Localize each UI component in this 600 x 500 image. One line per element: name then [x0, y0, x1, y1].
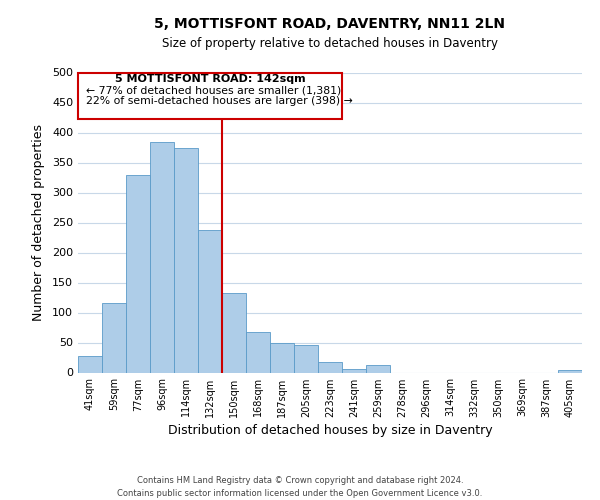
- Bar: [150, 142, 174, 372]
- Bar: [366, 364, 390, 372]
- Text: Size of property relative to detached houses in Daventry: Size of property relative to detached ho…: [162, 38, 498, 51]
- Bar: [270, 342, 294, 372]
- Bar: [222, 292, 246, 372]
- Bar: [126, 174, 150, 372]
- Bar: [78, 356, 102, 372]
- Bar: [102, 303, 126, 372]
- Bar: [558, 370, 582, 372]
- Text: ← 77% of detached houses are smaller (1,381): ← 77% of detached houses are smaller (1,…: [86, 85, 341, 95]
- Bar: [246, 332, 270, 372]
- Bar: [318, 362, 342, 372]
- X-axis label: Distribution of detached houses by size in Daventry: Distribution of detached houses by size …: [167, 424, 493, 436]
- Text: 22% of semi-detached houses are larger (398) →: 22% of semi-detached houses are larger (…: [86, 96, 352, 106]
- Text: 5, MOTTISFONT ROAD, DAVENTRY, NN11 2LN: 5, MOTTISFONT ROAD, DAVENTRY, NN11 2LN: [155, 18, 505, 32]
- Text: Contains HM Land Registry data © Crown copyright and database right 2024.
Contai: Contains HM Land Registry data © Crown c…: [118, 476, 482, 498]
- Text: 5 MOTTISFONT ROAD: 142sqm: 5 MOTTISFONT ROAD: 142sqm: [115, 74, 305, 84]
- Bar: [294, 345, 318, 372]
- Bar: [198, 230, 222, 372]
- Y-axis label: Number of detached properties: Number of detached properties: [32, 124, 45, 321]
- Bar: [174, 148, 198, 372]
- FancyBboxPatch shape: [78, 72, 342, 120]
- Bar: [342, 369, 366, 372]
